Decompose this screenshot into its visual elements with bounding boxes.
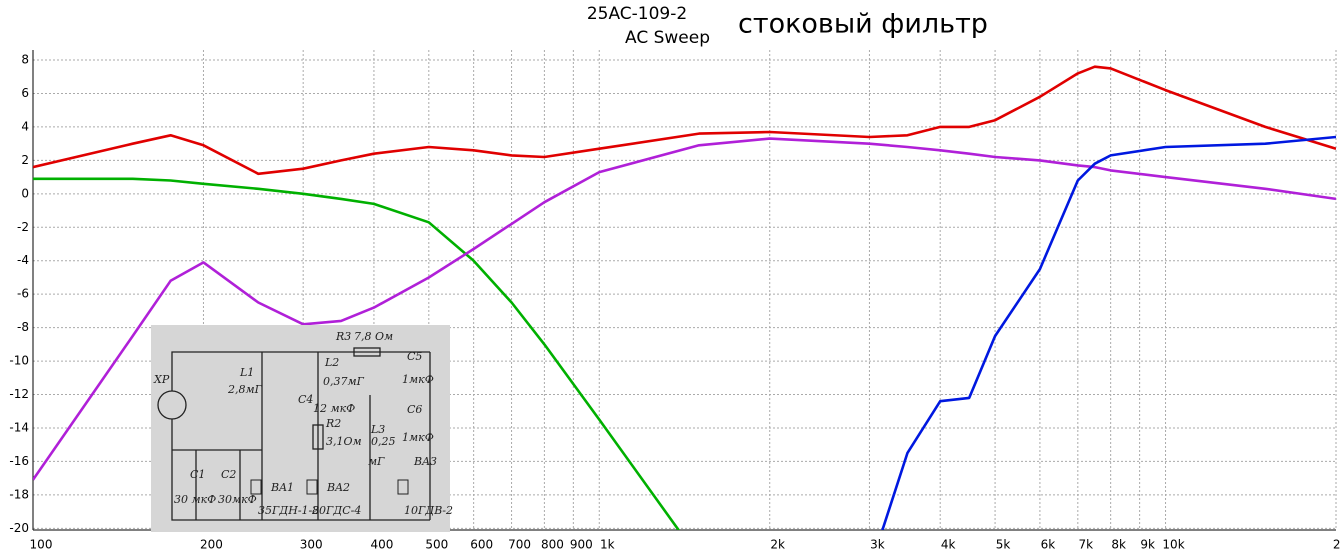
x-tick-label: 4k [941, 538, 956, 552]
x-tick-label: 8k [1111, 538, 1126, 552]
y-tick-label: 8 [21, 53, 29, 67]
y-tick-label: -14 [9, 420, 29, 434]
speaker [250, 479, 262, 495]
series-line [33, 137, 1336, 481]
series-group [33, 65, 1336, 530]
y-tick-label: 6 [21, 86, 29, 100]
y-tick-label: -12 [9, 387, 29, 401]
x-tick-label: 6k [1041, 538, 1056, 552]
chart-title: 25AC-109-2 [587, 4, 687, 24]
resistor [312, 424, 324, 450]
resistor [353, 347, 381, 357]
x-tick-label: 100 [30, 538, 53, 552]
x-tick-label: 900 [570, 538, 593, 552]
x-tick-label: 10k [1162, 538, 1184, 552]
inset-label: 0,25 [371, 435, 396, 448]
inset-label: R3 [335, 330, 351, 343]
inset-label: L1 [239, 366, 254, 379]
x-tick-label: 20k [1333, 538, 1340, 552]
inset-label: R2 [325, 417, 341, 430]
x-tick-label: 5k [996, 538, 1011, 552]
inset-label: BA3 [413, 455, 437, 468]
y-tick-label: -4 [17, 253, 29, 267]
series-line [33, 177, 681, 530]
inset-label: C1 [190, 468, 205, 481]
y-tick-label: -8 [17, 320, 29, 334]
inset-background [151, 325, 450, 532]
y-tick-label: -20 [9, 521, 29, 535]
y-tick-label: -2 [17, 220, 29, 234]
inset-label: 7,8 Ом [354, 330, 393, 343]
inset-label: 30 мкФ [174, 493, 216, 506]
x-tick-label: 200 [200, 538, 223, 552]
inset-label: C5 [407, 350, 422, 363]
y-tick-label: -18 [9, 487, 29, 501]
speaker [397, 479, 409, 495]
y-tick-label: -6 [17, 287, 29, 301]
inset-label: мГ [368, 455, 385, 468]
inset-label: 1мкФ [402, 431, 434, 444]
x-tick-label: 400 [370, 538, 393, 552]
x-tick-label: 700 [508, 538, 531, 552]
inset-label: L3 [370, 423, 385, 436]
inset-label: C6 [407, 403, 422, 416]
inset-label: 20ГДС-4 [311, 504, 361, 517]
x-tick-label: 3k [870, 538, 885, 552]
inset-label: XP [153, 373, 170, 386]
x-tick-label: 600 [470, 538, 493, 552]
x-tick-label: 1k [600, 538, 615, 552]
inset-label: 12 мкФ [313, 402, 355, 415]
x-tick-label: 2k [770, 538, 785, 552]
x-tick-label: 300 [300, 538, 323, 552]
inset-label: L2 [324, 356, 339, 369]
y-tick-label: -16 [9, 454, 29, 468]
wires [171, 351, 431, 521]
chart-subtitle: AC Sweep [625, 28, 710, 48]
y-tick-label: 2 [21, 153, 29, 167]
annotation: стоковый фильтр [738, 9, 988, 40]
x-tick-label: 500 [425, 538, 448, 552]
x-tick-label: 9k [1140, 538, 1155, 552]
inset-label: 10ГДВ-2 [404, 504, 453, 517]
inset-label: 30мкФ [218, 493, 257, 506]
inset-label: BA1 [270, 481, 294, 494]
speaker [306, 479, 318, 495]
series-line [881, 135, 1336, 530]
x-tick-label: 800 [541, 538, 564, 552]
x-tick-label: 7k [1079, 538, 1094, 552]
y-tick-label: 4 [21, 119, 29, 133]
inset-label: 1мкФ [402, 373, 434, 386]
y-tick-label: -10 [9, 354, 29, 368]
inset-label: 35ГДН-1-8 [258, 504, 319, 517]
inset-label: BA2 [326, 481, 350, 494]
inset-label: C4 [298, 393, 313, 406]
inset-label: 2,8мГ [227, 383, 263, 396]
series-line [33, 65, 1336, 176]
inset-label: 0,37мГ [323, 375, 365, 388]
inset-label: 3,1Ом [326, 435, 362, 448]
inset-label: C2 [221, 468, 236, 481]
y-tick-label: 0 [21, 186, 29, 200]
